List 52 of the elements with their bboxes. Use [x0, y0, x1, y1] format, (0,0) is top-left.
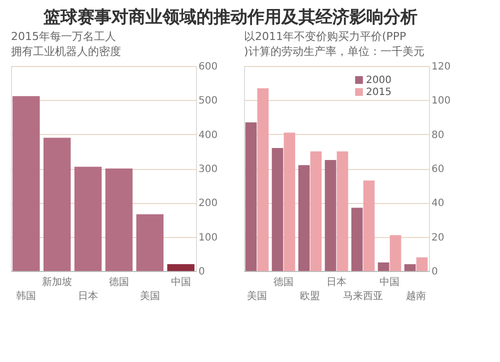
bar: [43, 138, 71, 271]
bar: [310, 151, 322, 271]
y-tick-label: 40: [432, 198, 444, 210]
legend-label: 2015: [366, 87, 392, 98]
bar: [74, 166, 102, 271]
y-tick-label: 100: [198, 232, 218, 244]
bar: [257, 88, 269, 271]
bar: [324, 160, 336, 271]
y-tick-label: 0: [432, 266, 438, 278]
y-tick-label: 200: [198, 198, 218, 210]
x-tick-label: 欧盟: [300, 290, 320, 302]
bar: [105, 168, 133, 271]
chart-subtitle: 以2011年不变价购买力平价(PPP)计算的劳动生产率，单位：一千美元: [244, 30, 424, 58]
x-tick-label: 马来西亚: [343, 290, 384, 302]
x-tick-label: 中国: [380, 276, 400, 288]
y-tick-label: 300: [198, 164, 218, 175]
bar: [284, 132, 296, 271]
bar: [404, 264, 416, 271]
x-tick-label: 美国: [246, 290, 267, 302]
y-tick-label: 20: [432, 232, 444, 244]
bar: [136, 214, 164, 271]
x-tick-label: 美国: [140, 290, 160, 302]
bar: [272, 148, 284, 271]
y-tick-label: 60: [432, 164, 444, 175]
bar: [12, 96, 40, 271]
y-tick-label: 0: [198, 266, 205, 278]
bar: [390, 235, 402, 271]
x-tick-label: 德国: [108, 277, 129, 288]
legend-label: 2000: [366, 75, 392, 86]
x-tick-label: 德国: [273, 277, 294, 288]
y-tick-label: 400: [198, 130, 218, 141]
bar: [298, 165, 310, 271]
bar: [416, 257, 428, 271]
y-tick-label: 120: [432, 62, 451, 72]
x-tick-label: 日本: [326, 276, 346, 288]
x-tick-label: 新加坡: [42, 276, 72, 288]
x-tick-label: 日本: [78, 290, 98, 302]
bar: [167, 264, 194, 271]
bar: [351, 208, 363, 271]
y-tick-label: 500: [198, 96, 218, 107]
bar: [336, 151, 348, 271]
chart-subtitle: 2015年每一万名工人拥有工业机器人的密度: [11, 30, 121, 58]
bar: [245, 122, 257, 271]
y-tick-label: 80: [432, 130, 444, 141]
bar: [363, 180, 375, 271]
y-tick-label: 600: [198, 62, 218, 72]
text: 篮球赛事对商业领域的推动作用及其经济影响分析: [42, 8, 418, 28]
y-tick-label: 100: [432, 96, 451, 107]
x-tick-label: 中国: [170, 276, 191, 288]
bar: [378, 262, 390, 271]
x-tick-label: 韩国: [16, 290, 36, 302]
x-tick-label: 越南: [406, 290, 426, 302]
